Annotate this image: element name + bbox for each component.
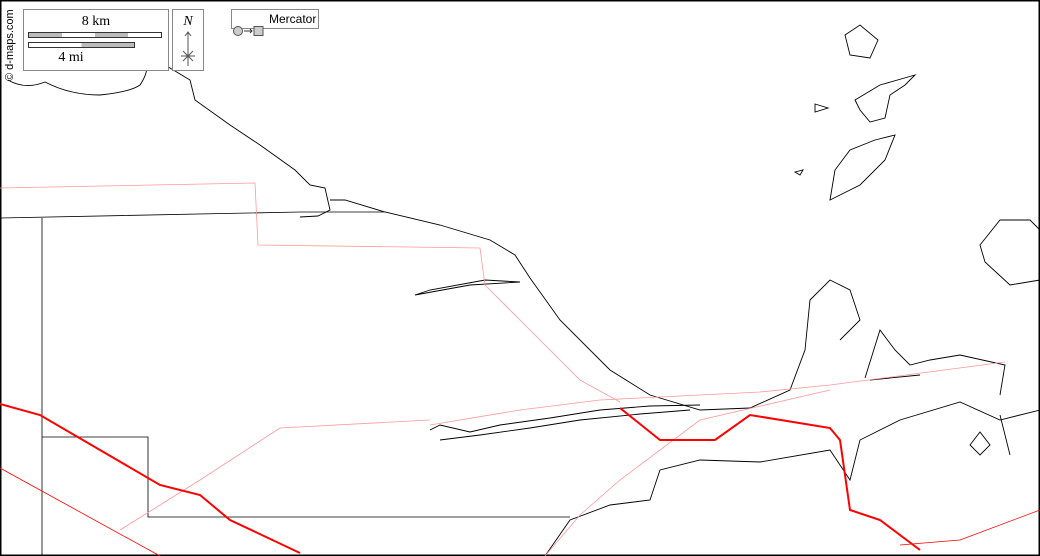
scale-metric-bar <box>28 32 162 38</box>
north-label: N <box>183 14 193 29</box>
coastline <box>7 24 1040 556</box>
projection-label: Mercator <box>269 12 317 26</box>
major-roads <box>0 403 1040 556</box>
scale-imperial-bar <box>28 42 135 48</box>
scale-imperial-label: 4 mi <box>58 50 84 65</box>
compass-icon <box>181 31 195 66</box>
admin-borders <box>0 211 570 556</box>
north-arrow: N <box>172 9 204 71</box>
scale-metric-label: 8 km <box>81 14 111 29</box>
projection-box: Mercator <box>231 9 319 36</box>
scale-bar: 8 km 4 mi <box>23 9 169 71</box>
minor-roads <box>0 182 1006 556</box>
credit-text: © d-maps.com <box>4 9 16 81</box>
